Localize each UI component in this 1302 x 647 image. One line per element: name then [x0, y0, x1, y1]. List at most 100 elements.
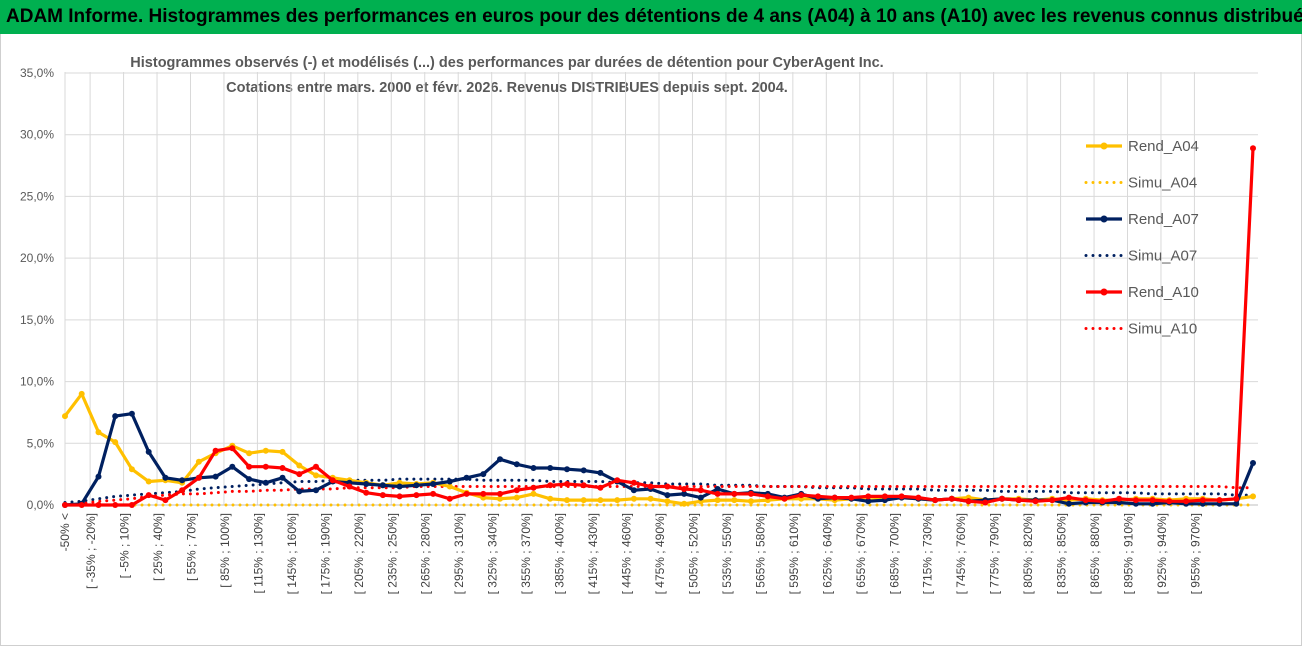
point-Rend_A07: [162, 474, 169, 481]
legend-marker: [1100, 215, 1108, 223]
point-Rend_A10: [865, 493, 872, 500]
x-tick-label: [ 685% ; 700%]: [887, 513, 901, 594]
x-tick-label: [ 265% ; 280%]: [419, 513, 433, 594]
point-Rend_A07: [296, 488, 303, 495]
point-Rend_A10: [1216, 497, 1223, 504]
point-Rend_A10: [95, 502, 102, 508]
report-title: ADAM Informe. Histogrammes des performan…: [0, 0, 1302, 34]
point-Rend_A07: [246, 476, 253, 483]
point-Rend_A10: [647, 483, 654, 490]
point-Rend_A10: [195, 474, 202, 481]
x-tick-label: [ 835% ; 850%]: [1055, 513, 1069, 594]
point-Rend_A10: [463, 490, 470, 497]
point-Rend_A10: [681, 486, 688, 492]
legend-label: Simu_A04: [1128, 175, 1197, 192]
point-Rend_A07: [530, 465, 537, 471]
point-Rend_A10: [798, 492, 805, 499]
point-Rend_A07: [497, 456, 503, 463]
x-tick-label: [ 625% ; 640%]: [820, 513, 834, 594]
point-Rend_A10: [212, 447, 219, 454]
x-tick-label: [ 595% ; 610%]: [787, 513, 801, 594]
point-Rend_A10: [1132, 497, 1139, 504]
point-Rend_A10: [848, 494, 855, 501]
point-Rend_A10: [229, 445, 236, 452]
point-Rend_A07: [262, 479, 269, 486]
point-Rend_A04: [614, 497, 621, 504]
x-tick-label: [ 505% ; 520%]: [686, 513, 700, 594]
y-tick-label: 15,0%: [20, 313, 54, 327]
point-Rend_A10: [279, 465, 286, 471]
x-tick-label: [ 775% ; 790%]: [988, 513, 1002, 594]
x-tick-label: [ 415% ; 430%]: [586, 513, 600, 594]
legend-label: Simu_A07: [1128, 248, 1197, 265]
point-Rend_A04: [497, 495, 503, 502]
point-Rend_A04: [664, 498, 671, 505]
point-Rend_A10: [714, 490, 721, 497]
point-Rend_A10: [530, 484, 537, 491]
point-Rend_A10: [162, 497, 169, 504]
point-Rend_A07: [865, 498, 872, 505]
point-Rend_A04: [597, 497, 604, 504]
legend-label: Rend_A04: [1128, 138, 1199, 155]
legend-marker: [1100, 288, 1108, 296]
point-Rend_A10: [1082, 497, 1089, 504]
point-Rend_A04: [145, 478, 152, 485]
point-Rend_A10: [497, 490, 503, 497]
point-Rend_A04: [246, 450, 253, 457]
point-Rend_A10: [1149, 497, 1156, 504]
x-tick-label: [ 85% ; 100%]: [218, 513, 232, 588]
point-Rend_A04: [62, 413, 68, 420]
point-Rend_A04: [1250, 493, 1256, 500]
point-Rend_A10: [564, 481, 570, 487]
series-Simu_A07: [63, 477, 1255, 504]
x-tick-label: [ 475% ; 490%]: [653, 513, 667, 594]
point-Rend_A10: [1166, 498, 1173, 505]
point-Rend_A10: [982, 499, 989, 506]
x-tick-label: [ 715% ; 730%]: [921, 513, 935, 594]
point-Rend_A10: [614, 477, 621, 484]
y-tick-label: 30,0%: [20, 128, 54, 142]
point-Rend_A04: [513, 494, 520, 501]
x-tick-label: [ 145% ; 160%]: [285, 513, 299, 594]
y-tick-label: 0,0%: [27, 498, 55, 512]
point-Rend_A07: [664, 492, 671, 499]
point-Rend_A10: [1199, 497, 1206, 504]
point-Rend_A10: [179, 487, 186, 494]
x-tick-label: [ 565% ; 580%]: [753, 513, 767, 594]
x-tick-label: [ 805% ; 820%]: [1021, 513, 1035, 594]
gridlines: [64, 72, 1258, 506]
point-Rend_A10: [1065, 494, 1072, 501]
point-Rend_A07: [1065, 500, 1072, 507]
point-Rend_A07: [145, 448, 152, 455]
point-Rend_A10: [480, 490, 487, 497]
point-Rend_A10: [815, 493, 821, 500]
point-Rend_A07: [597, 469, 604, 476]
point-Rend_A04: [714, 497, 721, 504]
x-tick-label: [ 295% ; 310%]: [452, 513, 466, 594]
point-Rend_A07: [396, 483, 403, 490]
x-tick-label: [ 25% ; 40%]: [151, 513, 165, 581]
point-Rend_A10: [547, 482, 554, 489]
point-Rend_A10: [1116, 495, 1123, 502]
point-Rend_A10: [112, 502, 119, 508]
point-Rend_A10: [664, 483, 671, 490]
point-Rend_A10: [1032, 498, 1039, 505]
line-Simu_A07: [63, 477, 1255, 504]
point-Rend_A07: [313, 487, 319, 494]
point-Rend_A04: [748, 498, 754, 505]
point-Rend_A07: [95, 473, 102, 480]
x-tick-label: [ 385% ; 400%]: [553, 513, 567, 594]
y-tick-label: 35,0%: [20, 66, 54, 80]
point-Rend_A10: [731, 490, 738, 497]
point-Rend_A10: [881, 493, 888, 500]
point-Rend_A07: [279, 474, 286, 481]
point-Rend_A04: [564, 497, 570, 504]
point-Rend_A10: [1049, 497, 1056, 504]
point-Rend_A10: [965, 498, 972, 505]
x-tick-label: [ 55% ; 70%]: [184, 513, 198, 581]
point-Rend_A07: [1233, 500, 1240, 507]
point-Rend_A07: [564, 466, 570, 473]
x-tick-label: [ 865% ; 880%]: [1088, 513, 1102, 594]
point-Rend_A07: [480, 471, 487, 478]
